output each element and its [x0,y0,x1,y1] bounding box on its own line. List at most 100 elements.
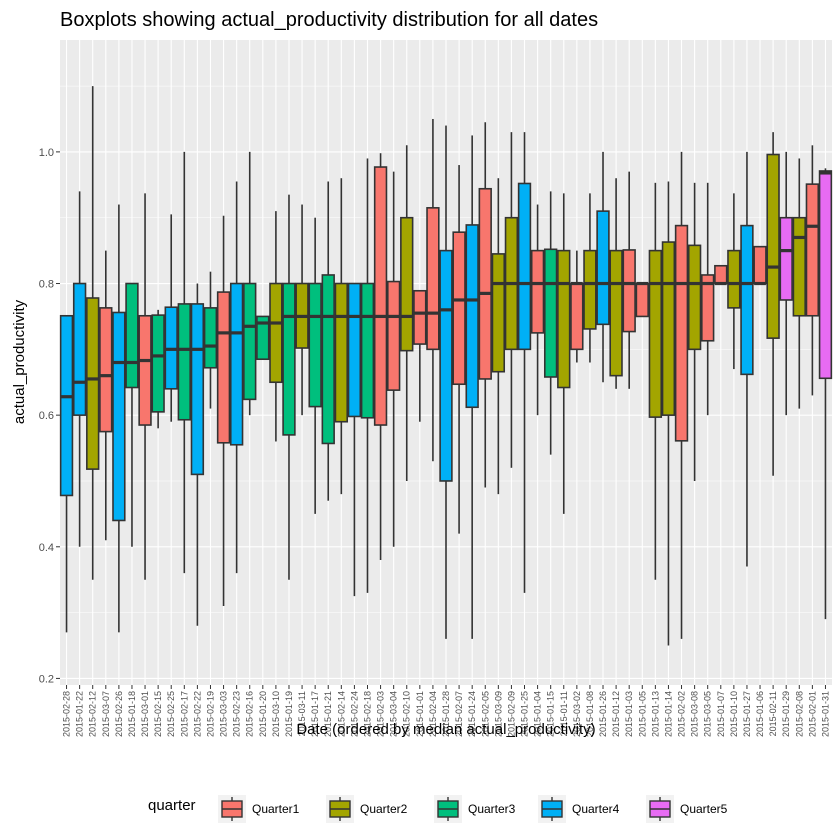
box-2015-02-04 [426,118,440,462]
x-axis: 2015-02-28 2015-01-22 2015-02-12 2015-03-07… [62,685,830,737]
box-body [622,249,636,333]
legend-item-quarter1: Quarter1 [218,795,300,823]
box-2015-02-26 [112,204,126,633]
x-tick-label: 2015-01-18 [127,691,137,737]
boxes-group [59,86,833,646]
x-tick-label: 2015-02-07 [454,691,464,737]
x-tick-label: 2015-03-01 [140,691,150,737]
box-2015-02-08 [792,158,806,409]
x-tick-label: 2015-01-14 [663,691,673,737]
x-tick-label: 2015-01-12 [611,691,621,737]
box-2015-02-18 [360,158,375,593]
box-body [112,311,126,522]
box-2015-01-13 [648,182,663,580]
box-body [269,282,283,384]
x-tick-label: 2015-03-07 [101,691,111,737]
legend-item-quarter5: Quarter5 [646,795,728,823]
box-2015-01-22 [72,191,87,547]
x-tick-label: 2015-03-04 [389,691,399,737]
box-body [818,170,833,380]
box-2015-01-19 [282,194,296,580]
legend: quarter Quarter1 Quarter2 Quarter3 Quarter4… [148,795,728,823]
x-tick-label: 2015-01-06 [755,691,765,737]
x-tick-label: 2015-03-11 [297,691,307,736]
x-tick-label: 2015-02-17 [179,691,189,737]
y-axis-title: actual_productivity [11,299,28,424]
box-body [583,249,597,330]
legend-label: Quarter2 [360,802,408,816]
box-body [400,216,414,352]
box-body [766,153,780,339]
box-body [256,315,270,361]
box-body [648,249,663,418]
y-tick-label: 0.2 [39,673,54,685]
box-2015-01-28 [439,125,453,639]
box-body [753,245,767,285]
box-2015-02-17 [177,151,191,574]
box-2015-03-08 [687,182,702,481]
box-2015-01-08 [583,193,597,363]
box-2015-01-18 [125,282,139,547]
box-2015-01-06 [753,245,767,286]
box-body [478,187,492,380]
box-body [701,274,715,342]
chart-title: Boxplots showing actual_productivity dis… [60,9,598,31]
box-2015-03-05 [701,182,715,416]
box-2015-01-29 [779,151,793,416]
box-2015-02-12 [86,86,100,580]
box-2015-03-02 [570,250,584,363]
x-tick-label: 2015-02-09 [506,691,516,737]
x-tick-label: 2015-01-25 [520,691,530,737]
box-2015-01-05 [635,281,649,318]
x-tick-label: 2015-02-15 [153,691,163,737]
x-tick-label: 2015-01-24 [467,691,477,737]
box-body [282,282,296,436]
x-tick-label: 2015-03-05 [703,691,713,737]
box-body [125,282,139,389]
box-2015-01-26 [596,151,610,383]
box-2015-01-20 [256,315,270,361]
box-2015-02-01 [805,145,820,396]
box-2015-02-05 [478,122,492,488]
box-2015-01-10 [727,193,741,370]
box-body [190,303,205,476]
box-body [99,307,113,433]
box-body [373,166,388,426]
x-tick-label: 2015-02-10 [402,691,412,737]
box-body [491,253,506,373]
x-tick-label: 2015-02-22 [192,691,202,737]
x-tick-label: 2015-01-05 [637,691,647,737]
x-tick-label: 2015-02-08 [794,691,804,737]
box-2015-01-24 [465,135,479,639]
x-tick-label: 2015-02-14 [336,691,346,737]
box-2015-02-09 [504,132,519,468]
box-body [557,249,571,389]
legend-label: Quarter3 [468,802,516,816]
x-tick-label: 2015-02-18 [362,691,372,737]
x-tick-label: 2015-01-19 [284,691,294,737]
box-2015-01-27 [740,151,754,567]
box-body [177,303,191,421]
box-body [334,282,349,423]
box-2015-01-11 [557,193,571,514]
x-tick-label: 2015-01-17 [310,691,320,737]
box-body [570,282,584,351]
box-2015-01-25 [517,132,532,593]
box-2015-02-25 [164,214,178,422]
box-2015-01-03 [622,171,636,389]
x-tick-label: 2015-02-12 [88,691,98,737]
box-2015-03-01 [138,193,152,580]
box-body [59,314,74,497]
box-2015-02-02 [674,151,689,639]
box-2015-01-15 [543,191,558,455]
x-tick-label: 2015-01-10 [729,691,739,737]
y-tick-label: 0.6 [39,410,54,422]
box-2015-01-31 [818,168,833,620]
x-tick-label: 2015-01-20 [258,691,268,737]
box-body [543,248,558,378]
box-2015-02-16 [243,151,257,416]
box-2015-02-11 [766,132,780,476]
box-2015-01-01 [413,289,427,422]
x-tick-label: 2015-02-25 [166,691,176,737]
box-body [360,282,375,419]
